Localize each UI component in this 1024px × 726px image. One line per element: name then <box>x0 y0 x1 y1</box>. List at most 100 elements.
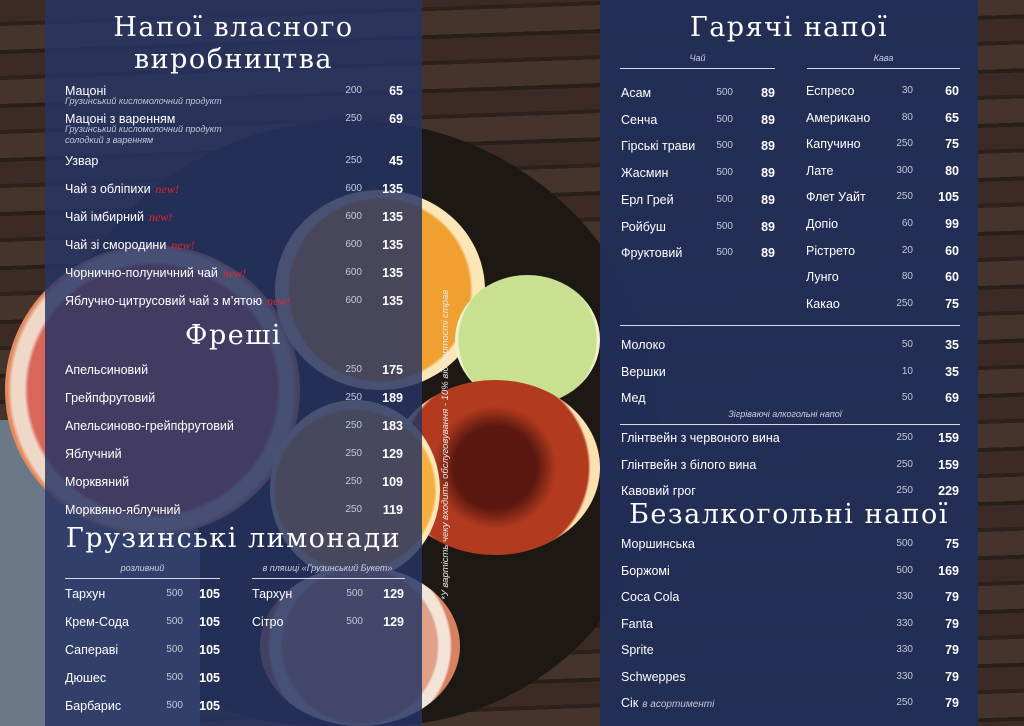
left-menu-panel: Напої власного виробництва Фреші Грузинс… <box>45 0 422 726</box>
menu-item: Капучино 250 75 <box>806 136 959 152</box>
section-title-lemonades: Грузинські лимонади <box>65 523 402 554</box>
item-name: Мацоні <box>65 84 107 98</box>
item-name: Грейпфрутовий <box>65 391 156 405</box>
item-price: 129 <box>383 587 404 601</box>
item-volume: 250 <box>345 392 362 403</box>
menu-item: Ройбуш 500 89 <box>621 219 775 235</box>
item-price: 75 <box>945 537 959 551</box>
item-name: Сенча <box>621 113 658 127</box>
item-name: Американо <box>806 111 871 125</box>
item-name-wrap: Чай зі смородини new! <box>65 237 195 253</box>
item-volume: 200 <box>345 85 362 96</box>
menu-item: Чай з обліпихи new! 600 135 <box>65 181 403 197</box>
menu-item: Fanta 330 79 <box>621 616 959 632</box>
item-volume: 330 <box>896 618 913 629</box>
item-price: 60 <box>945 84 959 98</box>
item-price: 35 <box>945 338 959 352</box>
item-volume: 250 <box>896 191 913 202</box>
menu-item: Апельсиновий 250 175 <box>65 362 403 378</box>
lemonades-draft-label: розливний <box>120 563 165 573</box>
item-volume: 500 <box>166 672 183 683</box>
item-name: Мацоні з варенням <box>65 112 176 126</box>
menu-item: Яблучно-цитрусовий чай з м’ятою new! 600 13… <box>65 293 403 309</box>
item-price: 105 <box>199 671 220 685</box>
item-volume: 500 <box>166 700 183 711</box>
item-volume: 30 <box>901 85 913 96</box>
item-name: Вершки <box>621 365 666 379</box>
item-volume: 600 <box>345 239 362 250</box>
item-volume: 80 <box>901 112 913 123</box>
menu-item: Чай зі смородини new! 600 135 <box>65 237 403 253</box>
item-name: Молоко <box>621 338 666 352</box>
item-volume: 600 <box>345 295 362 306</box>
menu-item: Какао 250 75 <box>806 296 959 312</box>
item-volume: 500 <box>716 221 733 232</box>
item-volume: 500 <box>896 565 913 576</box>
item-name: Фруктовий <box>621 246 683 260</box>
menu-item: Грейпфрутовий 250 189 <box>65 390 403 406</box>
item-name-wrap: Чай з обліпихи new! <box>65 181 179 197</box>
item-price: 105 <box>199 615 220 629</box>
menu-item: Тархун 500 129 <box>252 586 404 602</box>
menu-item: Барбарис 500 105 <box>65 698 220 714</box>
item-name: Апельсиново-грейпфрутовий <box>65 419 234 433</box>
item-volume: 600 <box>345 267 362 278</box>
item-volume: 500 <box>716 114 733 125</box>
item-price: 89 <box>761 113 775 127</box>
menu-item: Яблучний 250 129 <box>65 446 403 462</box>
item-price: 135 <box>382 238 403 252</box>
item-volume: 250 <box>345 476 362 487</box>
item-price: 129 <box>382 447 403 461</box>
item-price: 35 <box>945 365 959 379</box>
item-name: Флет Уайт <box>806 190 866 204</box>
item-volume: 500 <box>346 616 363 627</box>
item-volume: 600 <box>345 211 362 222</box>
item-name: Гірські трави <box>621 139 696 153</box>
item-price: 60 <box>945 270 959 284</box>
menu-item: Флет Уайт 250 105 <box>806 189 959 205</box>
item-price: 89 <box>761 166 775 180</box>
item-name: Sprite <box>621 643 654 657</box>
menu-item: Глінтвейн з білого вина 250 159 <box>621 457 959 473</box>
item-name: Апельсиновий <box>65 363 149 377</box>
menu-item: Гірські трави 500 89 <box>621 138 775 154</box>
item-volume: 500 <box>716 247 733 258</box>
item-volume: 250 <box>345 448 362 459</box>
item-price: 75 <box>945 297 959 311</box>
item-price: 183 <box>382 419 403 433</box>
item-name: Морквяний <box>65 475 130 489</box>
divider <box>620 424 960 425</box>
item-price: 69 <box>389 112 403 126</box>
item-price: 189 <box>382 391 403 405</box>
item-price: 89 <box>761 86 775 100</box>
divider <box>65 578 220 579</box>
item-volume: 250 <box>896 298 913 309</box>
menu-item: Вершки 10 35 <box>621 364 959 380</box>
item-name: Сапераві <box>65 643 119 657</box>
menu-item: Мацоні з варенням 250 69 <box>65 111 403 127</box>
item-name: Кавовий грог <box>621 484 696 498</box>
item-price: 45 <box>389 154 403 168</box>
item-price: 159 <box>938 458 959 472</box>
item-price: 80 <box>945 164 959 178</box>
menu-item: Ерл Грей 500 89 <box>621 192 775 208</box>
item-name: Лате <box>806 164 834 178</box>
item-price: 135 <box>382 182 403 196</box>
item-name: Морквяно-яблучний <box>65 503 181 517</box>
item-name: Тархун <box>65 587 106 601</box>
new-badge: new! <box>148 210 173 224</box>
section-title-fresh: Фреші <box>185 320 282 351</box>
item-description: Грузинський кисломолочний продукт солодк… <box>65 124 222 145</box>
new-badge: new! <box>222 266 247 280</box>
item-volume: 250 <box>896 697 913 708</box>
item-name: Яблучно-цитрусовий чай з м’ятою <box>65 294 263 308</box>
item-price: 69 <box>945 391 959 405</box>
item-price: 60 <box>945 244 959 258</box>
item-price: 105 <box>199 643 220 657</box>
right-menu-panel: Гарячі напої Чай Кава Зігріваючі алкогол… <box>600 0 978 726</box>
item-name: Еспресо <box>806 84 855 98</box>
item-volume: 250 <box>896 485 913 496</box>
item-volume: 330 <box>896 591 913 602</box>
menu-item: Сапераві 500 105 <box>65 642 220 658</box>
item-name: Ерл Грей <box>621 193 674 207</box>
